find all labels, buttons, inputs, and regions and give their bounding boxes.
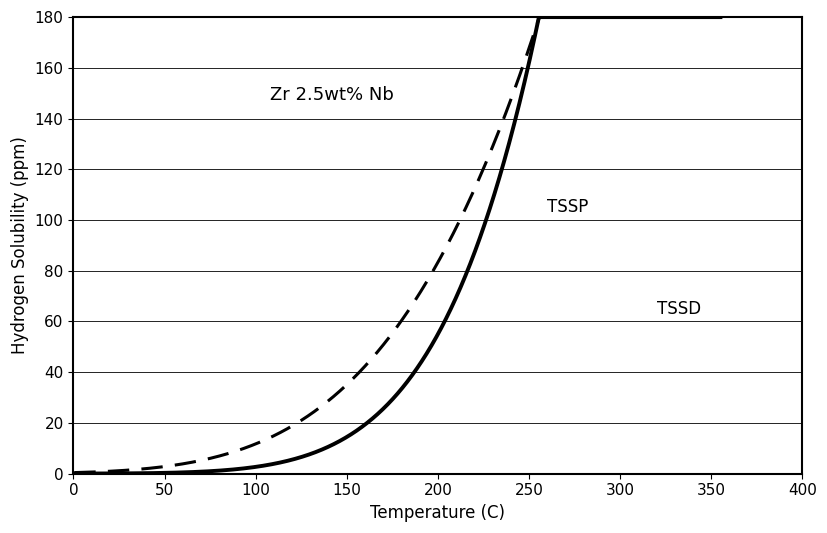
X-axis label: Temperature (C): Temperature (C)	[370, 504, 504, 522]
Text: Zr 2.5wt% Nb: Zr 2.5wt% Nb	[270, 86, 394, 103]
Text: TSSD: TSSD	[656, 300, 700, 318]
Text: TSSP: TSSP	[547, 198, 588, 216]
Y-axis label: Hydrogen Solubility (ppm): Hydrogen Solubility (ppm)	[11, 136, 29, 354]
